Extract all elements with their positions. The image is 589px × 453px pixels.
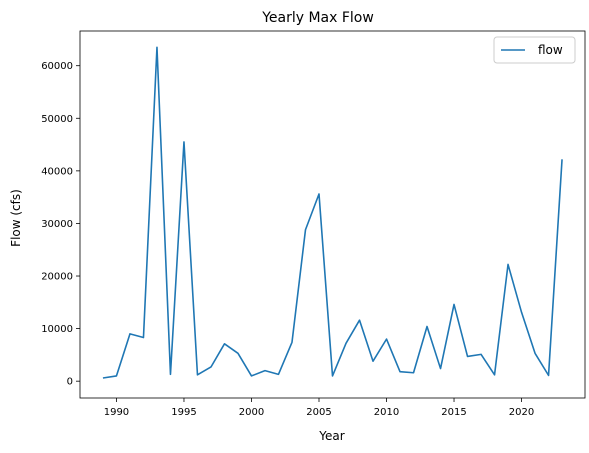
x-tick-label: 2005 [306,407,331,418]
y-tick-label: 20000 [41,272,73,283]
x-tick-label: 2000 [239,407,264,418]
x-axis: 1990 1995 2000 2005 2010 2015 2020 [104,398,534,418]
plot-frame [79,30,586,399]
legend: flow [493,36,576,64]
series-line-flow [102,46,563,379]
y-tick-label: 10000 [41,324,73,335]
legend-box [493,36,576,64]
y-tick-label: 40000 [41,166,73,177]
y-tick-label: 0 [67,377,73,388]
legend-label-flow: flow [538,43,563,57]
y-axis-label: Flow (cfs) [9,189,23,247]
chart-title: Yearly Max Flow [261,10,374,26]
x-tick-label: 2020 [509,407,534,418]
x-axis-label: Year [318,429,344,443]
x-tick-label: 2015 [441,407,466,418]
plot-area [79,30,586,399]
y-axis: 0 10000 20000 30000 40000 50000 60000 [41,61,80,388]
y-tick-label: 30000 [41,219,73,230]
y-tick-label: 50000 [41,114,73,125]
x-tick-label: 2010 [374,407,399,418]
x-tick-label: 1995 [171,407,196,418]
y-tick-label: 60000 [41,61,73,72]
x-tick-label: 1990 [104,407,129,418]
